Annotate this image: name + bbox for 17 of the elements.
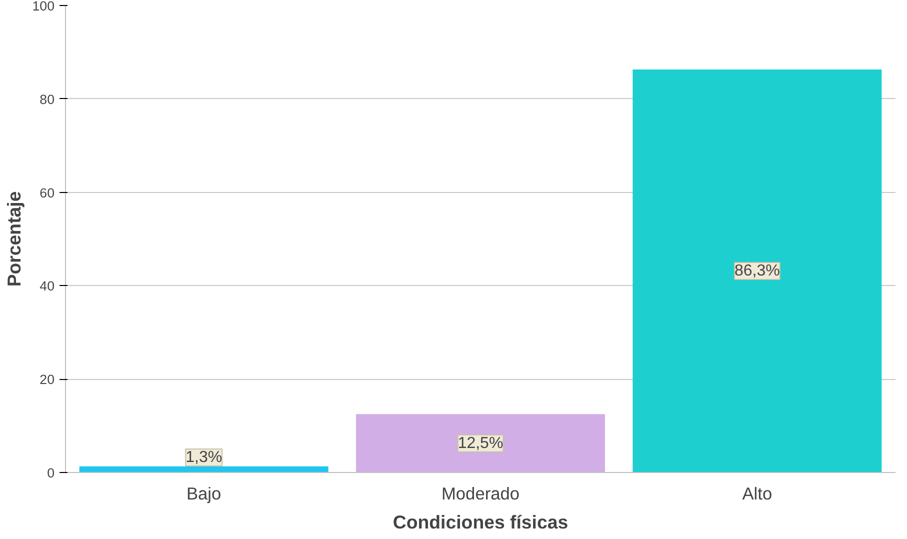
y-tick-label: 20 [40, 372, 55, 388]
y-tick-label: 40 [40, 278, 55, 294]
x-tick-label: Moderado [441, 484, 520, 504]
data-label: 86,3% [734, 262, 780, 280]
bar [79, 466, 328, 472]
x-axis-title: Condiciones físicas [392, 512, 568, 532]
x-tick-label: Alto [742, 484, 772, 504]
y-tick-label: 100 [32, 0, 55, 14]
bar [356, 414, 605, 472]
bar [632, 69, 882, 472]
y-tick-label: 0 [47, 466, 55, 480]
y-tick-label: 60 [40, 185, 55, 200]
data-label: 1,3% [186, 448, 222, 466]
y-tick-label: 80 [40, 92, 55, 107]
data-label: 12,5% [458, 434, 504, 452]
x-tick-label: Bajo [186, 484, 222, 504]
y-axis-title: Porcentaje [3, 191, 24, 287]
